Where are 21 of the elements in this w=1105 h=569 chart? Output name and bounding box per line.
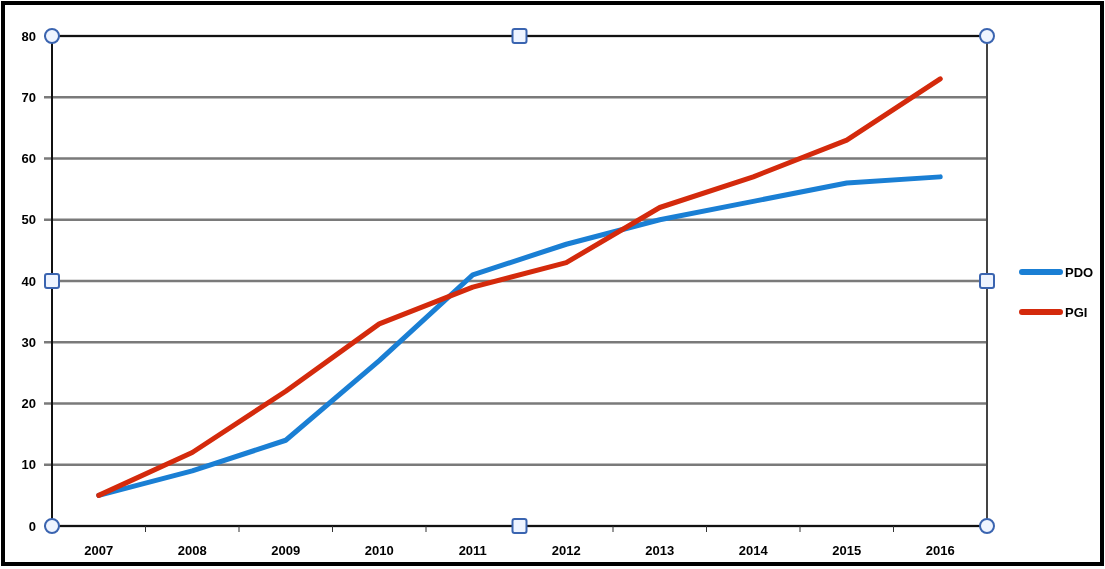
x-tick-label: 2009 (271, 543, 301, 558)
legend-label: PGI (1065, 304, 1088, 320)
x-tick-label: 2010 (364, 543, 394, 558)
x-tick-label: 2007 (84, 543, 114, 558)
legend-label: PDO (1065, 264, 1094, 280)
x-tick-label: 2013 (645, 543, 675, 558)
y-tick-label: 80 (21, 28, 36, 44)
y-tick-label: 70 (21, 89, 36, 105)
y-tick-label: 0 (28, 518, 36, 534)
x-tick-label: 2011 (458, 543, 487, 558)
x-tick-label: 2014 (738, 543, 769, 558)
y-tick-label: 20 (21, 396, 36, 412)
y-tick-label: 60 (21, 151, 36, 167)
y-tick-label: 30 (21, 334, 36, 350)
x-tick-label: 2015 (832, 543, 862, 558)
y-tick-label: 50 (21, 212, 36, 228)
x-tick-label: 2008 (177, 543, 207, 558)
y-tick-label: 40 (21, 273, 36, 289)
x-tick-label: 2012 (551, 543, 581, 558)
y-tick-label: 10 (21, 457, 36, 473)
x-tick-label: 2016 (925, 543, 955, 558)
